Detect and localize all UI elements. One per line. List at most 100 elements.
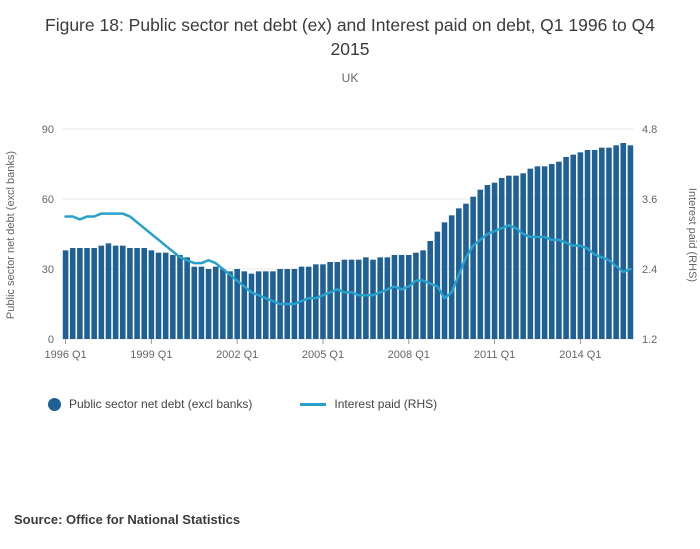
net-debt-bar	[220, 269, 226, 340]
net-debt-bar	[262, 271, 269, 340]
net-debt-bar	[606, 147, 612, 340]
net-debt-bar	[212, 266, 219, 340]
net-debt-bar	[427, 241, 434, 340]
net-debt-bar	[599, 147, 605, 340]
tick-label: 2005 Q1	[302, 349, 344, 361]
tick-label: 1996 Q1	[44, 349, 86, 361]
net-debt-bar	[441, 222, 448, 340]
tick-label: 90	[42, 124, 54, 136]
net-debt-bar	[498, 178, 505, 340]
legend-item-net-debt[interactable]: Public sector net debt (excl banks)	[48, 397, 252, 411]
chart-svg: 0 30 60 90 1.2 2.4 3.6 4.8 1996 Q1 1999 Q1 2002 Q1…	[5, 124, 698, 361]
net-debt-bar	[506, 175, 512, 340]
net-debt-bar	[377, 257, 383, 340]
net-debt-bar	[420, 250, 426, 340]
net-debt-bar	[384, 257, 391, 340]
net-debt-bar	[548, 164, 555, 340]
net-debt-bar	[363, 257, 369, 340]
net-debt-bar	[370, 259, 376, 340]
net-debt-bar	[205, 269, 212, 340]
net-debt-bar	[148, 250, 155, 340]
tick-label: 2014 Q1	[559, 349, 601, 361]
net-debt-bar	[91, 248, 97, 340]
net-debt-bar	[98, 245, 105, 340]
tick-label: 30	[42, 264, 54, 276]
net-debt-bar	[248, 273, 255, 340]
net-debt-bar	[298, 266, 305, 340]
net-debt-bar	[112, 245, 119, 340]
tick-label: 60	[42, 194, 54, 206]
bar-series	[62, 143, 634, 340]
axis-ticks: 0 30 60 90 1.2 2.4 3.6 4.8 1996 Q1 1999 Q1 2002 Q1…	[42, 124, 658, 361]
net-debt-bar	[162, 252, 169, 340]
net-debt-bar	[320, 264, 326, 340]
right-axis-label: Interest paid (RHS)	[686, 188, 698, 282]
net-debt-bar	[241, 271, 248, 340]
net-debt-bar	[62, 250, 69, 340]
net-debt-bar	[198, 266, 205, 340]
chart-title: Figure 18: Public sector net debt (ex) a…	[45, 15, 655, 59]
net-debt-bar	[234, 269, 240, 340]
net-debt-bar	[227, 271, 233, 340]
tick-label: 2002 Q1	[216, 349, 258, 361]
net-debt-bar	[334, 262, 341, 340]
net-debt-bar	[556, 161, 562, 340]
legend: Public sector net debt (excl banks) Inte…	[48, 397, 700, 411]
gridlines	[62, 128, 634, 340]
line-series	[64, 212, 632, 306]
net-debt-bar	[327, 262, 333, 340]
tick-label: 1999 Q1	[130, 349, 172, 361]
net-debt-bar	[134, 248, 140, 340]
net-debt-bar	[348, 259, 355, 340]
net-debt-bar	[177, 255, 183, 340]
net-debt-bar	[191, 266, 198, 340]
interest-paid-line	[64, 212, 632, 306]
net-debt-bar	[391, 255, 398, 340]
net-debt-bar	[627, 145, 634, 340]
legend-label-interest: Interest paid (RHS)	[334, 397, 438, 412]
net-debt-bar	[141, 248, 148, 340]
chart-area: 0 30 60 90 1.2 2.4 3.6 4.8 1996 Q1 1999 Q1 2002 Q1…	[0, 119, 700, 375]
net-debt-bar	[491, 182, 498, 340]
net-debt-bar	[105, 243, 112, 340]
net-debt-bar	[398, 255, 405, 340]
net-debt-bar	[484, 185, 491, 340]
legend-dot-icon	[48, 397, 61, 411]
net-debt-bar	[77, 248, 83, 340]
legend-line-icon	[300, 402, 327, 406]
chart-subtitle: UK	[341, 71, 359, 86]
chart-page: Figure 18: Public sector net debt (ex) a…	[0, 15, 700, 527]
legend-label-net-debt: Public sector net debt (excl banks)	[69, 397, 253, 412]
net-debt-bar	[613, 145, 619, 340]
source-note: Source: Office for National Statistics	[14, 512, 241, 527]
net-debt-bar	[541, 166, 548, 340]
tick-label: 1.2	[642, 334, 657, 346]
net-debt-bar	[305, 266, 312, 340]
net-debt-bar	[413, 252, 419, 340]
net-debt-bar	[69, 248, 76, 340]
tick-label: 3.6	[642, 194, 657, 206]
net-debt-bar	[355, 259, 362, 340]
tick-label: 0	[48, 334, 54, 346]
net-debt-bar	[170, 255, 176, 340]
net-debt-bar	[513, 175, 519, 340]
net-debt-bar	[313, 264, 319, 340]
legend-item-interest[interactable]: Interest paid (RHS)	[300, 397, 437, 411]
net-debt-bar	[119, 245, 126, 340]
net-debt-bar	[405, 255, 412, 340]
tick-label: 2011 Q1	[474, 349, 515, 361]
net-debt-bar	[341, 259, 348, 340]
net-debt-bar	[463, 203, 469, 340]
net-debt-bar	[563, 157, 569, 340]
net-debt-bar	[534, 166, 541, 340]
net-debt-bar	[520, 173, 526, 340]
net-debt-bar	[127, 248, 133, 340]
net-debt-bar	[270, 271, 276, 340]
net-debt-bar	[155, 252, 162, 340]
net-debt-bar	[477, 189, 484, 340]
net-debt-bar	[591, 150, 598, 340]
tick-label: 2008 Q1	[388, 349, 430, 361]
tick-label: 2.4	[642, 264, 657, 276]
net-debt-bar	[584, 150, 591, 340]
tick-label: 4.8	[642, 124, 657, 136]
